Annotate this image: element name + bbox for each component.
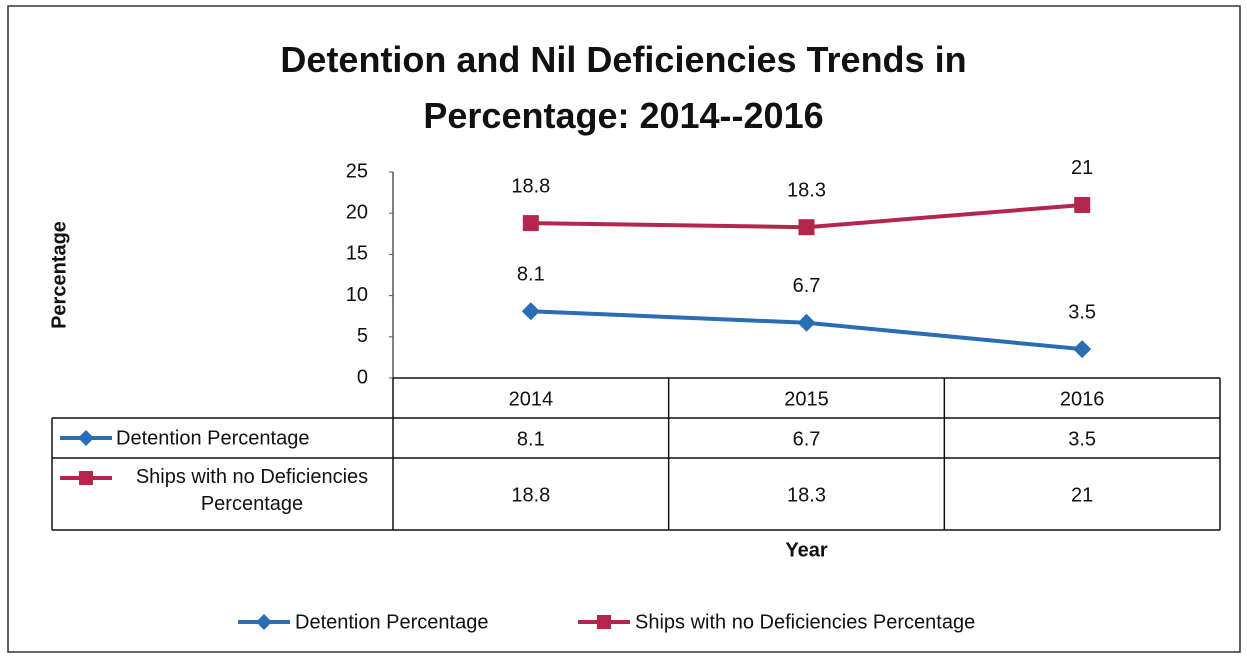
- y-tick-label: 10: [346, 284, 368, 306]
- y-axis-label: Percentage: [48, 221, 70, 329]
- point-marker: [798, 219, 815, 236]
- data-label: 8.1: [517, 264, 545, 286]
- y-tick-label: 15: [346, 243, 368, 265]
- x-tick-label: 2016: [1060, 388, 1105, 410]
- table-cell: 21: [1071, 484, 1093, 506]
- legend-label: Detention Percentage: [295, 611, 488, 633]
- x-tick-label: 2014: [509, 388, 554, 410]
- table-cell: 18.3: [787, 484, 826, 506]
- legend-marker: [79, 471, 93, 485]
- data-label: 18.3: [787, 179, 826, 201]
- point-marker: [522, 215, 539, 232]
- legend-marker: [256, 614, 272, 630]
- legend-marker: [78, 430, 94, 446]
- data-label: 18.8: [511, 175, 550, 197]
- table-row-header: Ships with no Deficiencies Percentage: [135, 466, 369, 515]
- table-row-header: Detention Percentage: [116, 427, 309, 449]
- frame: [7, 5, 1241, 653]
- x-axis-label: Year: [785, 539, 827, 561]
- data-label: 3.5: [1068, 301, 1096, 323]
- table-cell: 18.8: [511, 484, 550, 506]
- data-label: 21: [1071, 157, 1093, 179]
- table-cell: 3.5: [1068, 428, 1096, 450]
- y-tick-label: 20: [346, 201, 368, 223]
- point-marker: [797, 313, 816, 332]
- y-tick-label: 0: [357, 366, 368, 388]
- legend-marker: [597, 615, 611, 629]
- point-marker: [521, 302, 540, 321]
- legend-label: Ships with no Deficiencies Percentage: [635, 611, 975, 633]
- y-tick-label: 5: [357, 325, 368, 347]
- point-marker: [1073, 340, 1092, 359]
- y-tick-label: 25: [346, 160, 368, 182]
- point-marker: [1074, 196, 1091, 213]
- data-label: 6.7: [793, 275, 821, 297]
- x-tick-label: 2015: [784, 388, 829, 410]
- table-cell: 8.1: [517, 428, 545, 450]
- table-cell: 6.7: [793, 428, 821, 450]
- chart-title: Detention and Nil Deficiencies Trends in…: [280, 39, 967, 136]
